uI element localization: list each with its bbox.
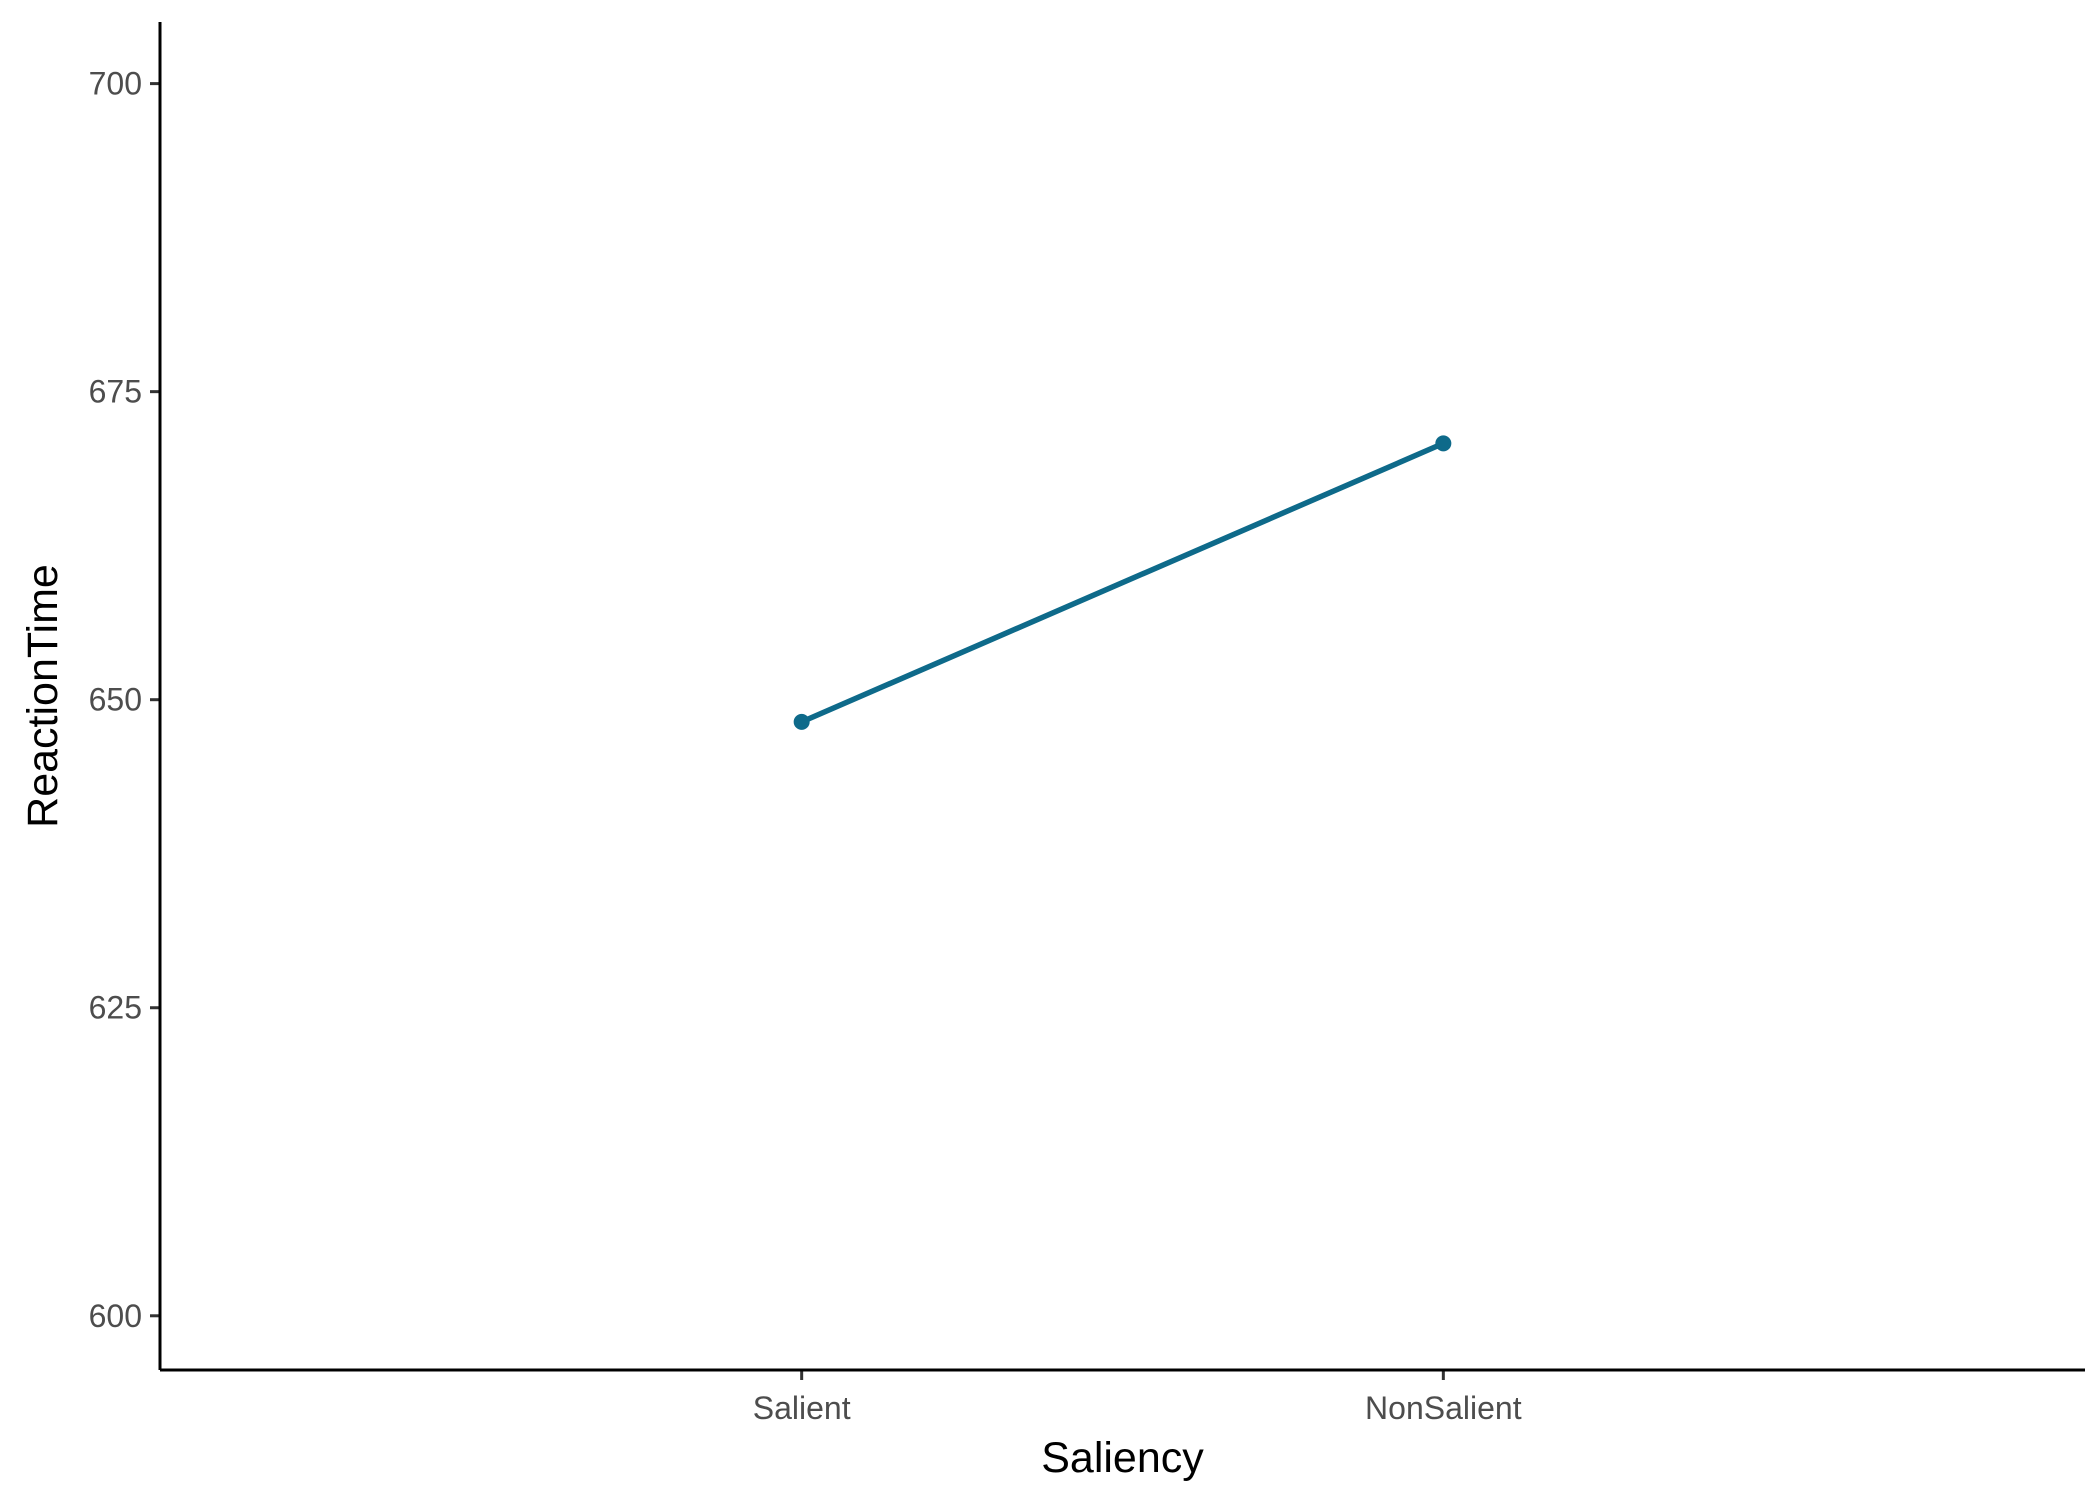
- y-tick-label: 625: [89, 990, 142, 1026]
- series-line: [798, 440, 1447, 725]
- x-axis-title: Saliency: [1041, 1434, 1204, 1482]
- y-tick-label: 600: [89, 1298, 142, 1334]
- y-axis-ticks: 600 625 650 675 700: [89, 66, 160, 1334]
- y-tick-label: 650: [89, 682, 142, 718]
- data-point: [793, 713, 810, 730]
- series-layer: [793, 435, 1452, 730]
- data-point: [1435, 435, 1452, 452]
- y-axis-title: ReactionTime: [19, 564, 67, 828]
- x-axis-ticks: Salient NonSalient: [753, 1370, 1522, 1426]
- x-tick-label: Salient: [753, 1390, 851, 1426]
- y-tick-label: 675: [89, 374, 142, 410]
- y-tick-label: 700: [89, 66, 142, 102]
- x-tick-label: NonSalient: [1365, 1390, 1522, 1426]
